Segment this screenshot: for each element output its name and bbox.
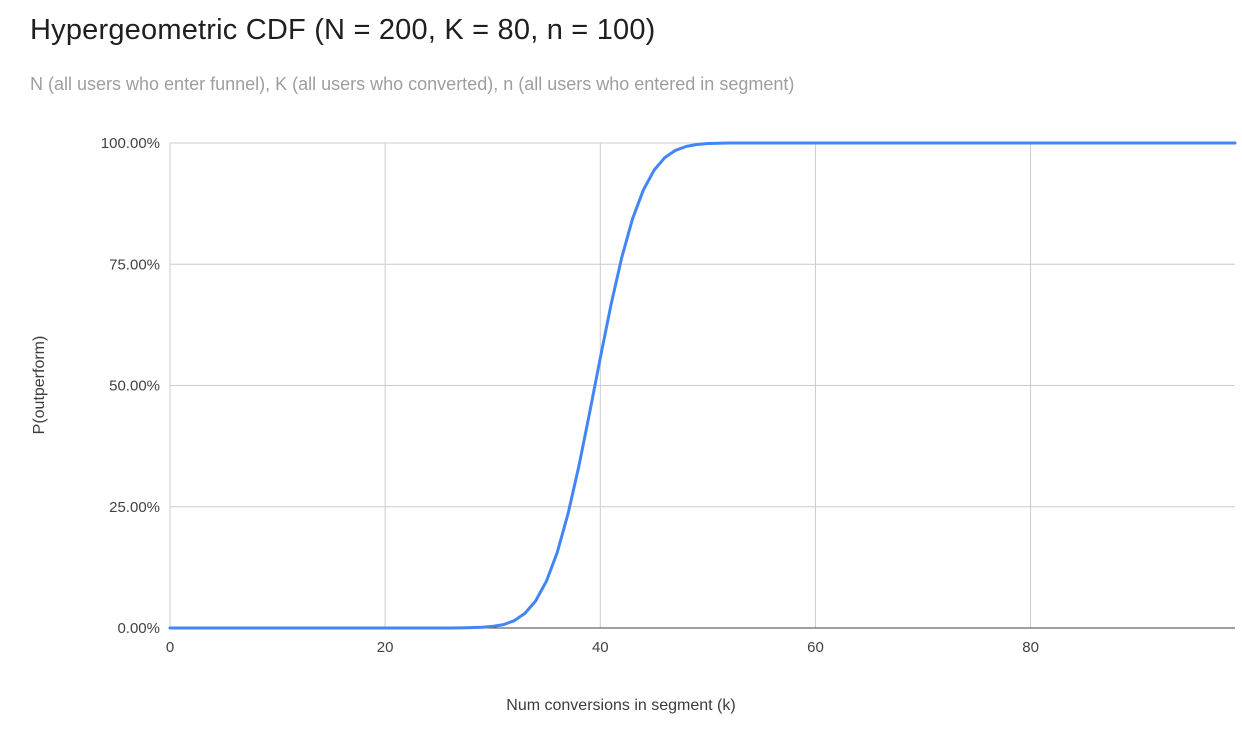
x-axis-title: Num conversions in segment (k) (506, 697, 736, 714)
x-tick-label: 60 (807, 639, 824, 656)
chart-subtitle: N (all users who enter funnel), K (all u… (30, 74, 795, 94)
y-tick-label: 25.00% (109, 499, 160, 516)
x-tick-label: 0 (166, 639, 174, 656)
x-tick-label: 80 (1022, 639, 1039, 656)
cdf-line-series (168, 141, 1237, 630)
y-tick-label: 50.00% (109, 378, 160, 395)
chart-title: Hypergeometric CDF (N = 200, K = 80, n =… (30, 14, 656, 46)
x-tick-label: 20 (377, 639, 394, 656)
x-tick-label: 40 (592, 639, 609, 656)
y-tick-label: 100.00% (101, 135, 160, 152)
y-axis-title: P(outperform) (31, 335, 48, 435)
y-tick-label: 0.00% (117, 620, 160, 637)
y-tick-label: 75.00% (109, 256, 160, 273)
